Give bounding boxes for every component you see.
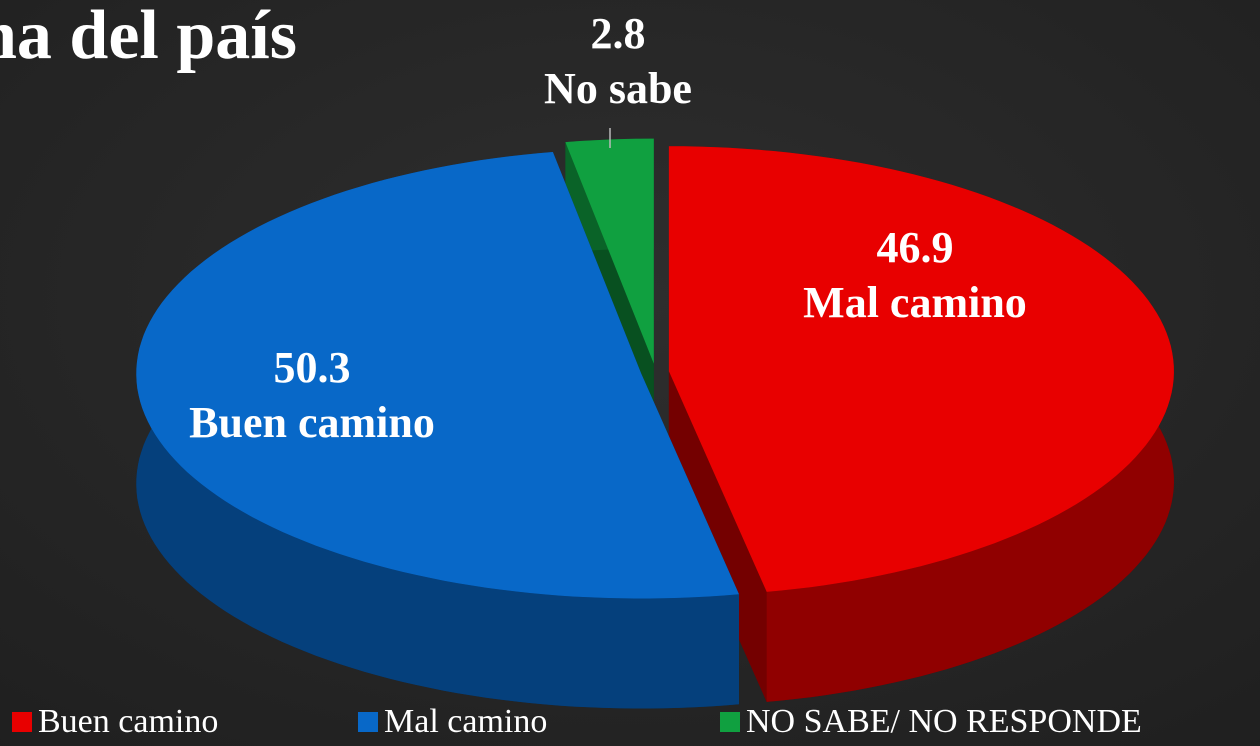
slice bbox=[668, 146, 1174, 592]
legend-swatch bbox=[720, 712, 740, 732]
data-label-value: 2.8 bbox=[591, 9, 646, 58]
data-label-name: No sabe bbox=[544, 64, 692, 113]
labels: 46.9 Mal camino 50.3 Buen camino 2.8 No sabe bbox=[189, 9, 1027, 447]
legend-label: Mal camino bbox=[384, 703, 547, 740]
data-label-value: 46.9 bbox=[877, 223, 954, 272]
slice-wall bbox=[668, 371, 767, 702]
data-label-value: 50.3 bbox=[274, 343, 351, 392]
legend: Buen camino Mal camino NO SABE/ NO RESPOND… bbox=[12, 703, 1142, 740]
data-label-name: Buen camino bbox=[189, 398, 435, 447]
slice bbox=[136, 152, 740, 599]
data-label-name: Mal camino bbox=[803, 278, 1027, 327]
legend-label: NO SABE/ NO RESPONDE bbox=[746, 703, 1142, 740]
legend-label: Buen camino bbox=[38, 703, 218, 740]
legend-swatch bbox=[358, 712, 378, 732]
pie bbox=[136, 138, 1174, 709]
chart-title: na del país bbox=[0, 0, 297, 74]
slice bbox=[565, 138, 654, 364]
legend-swatch bbox=[12, 712, 32, 732]
